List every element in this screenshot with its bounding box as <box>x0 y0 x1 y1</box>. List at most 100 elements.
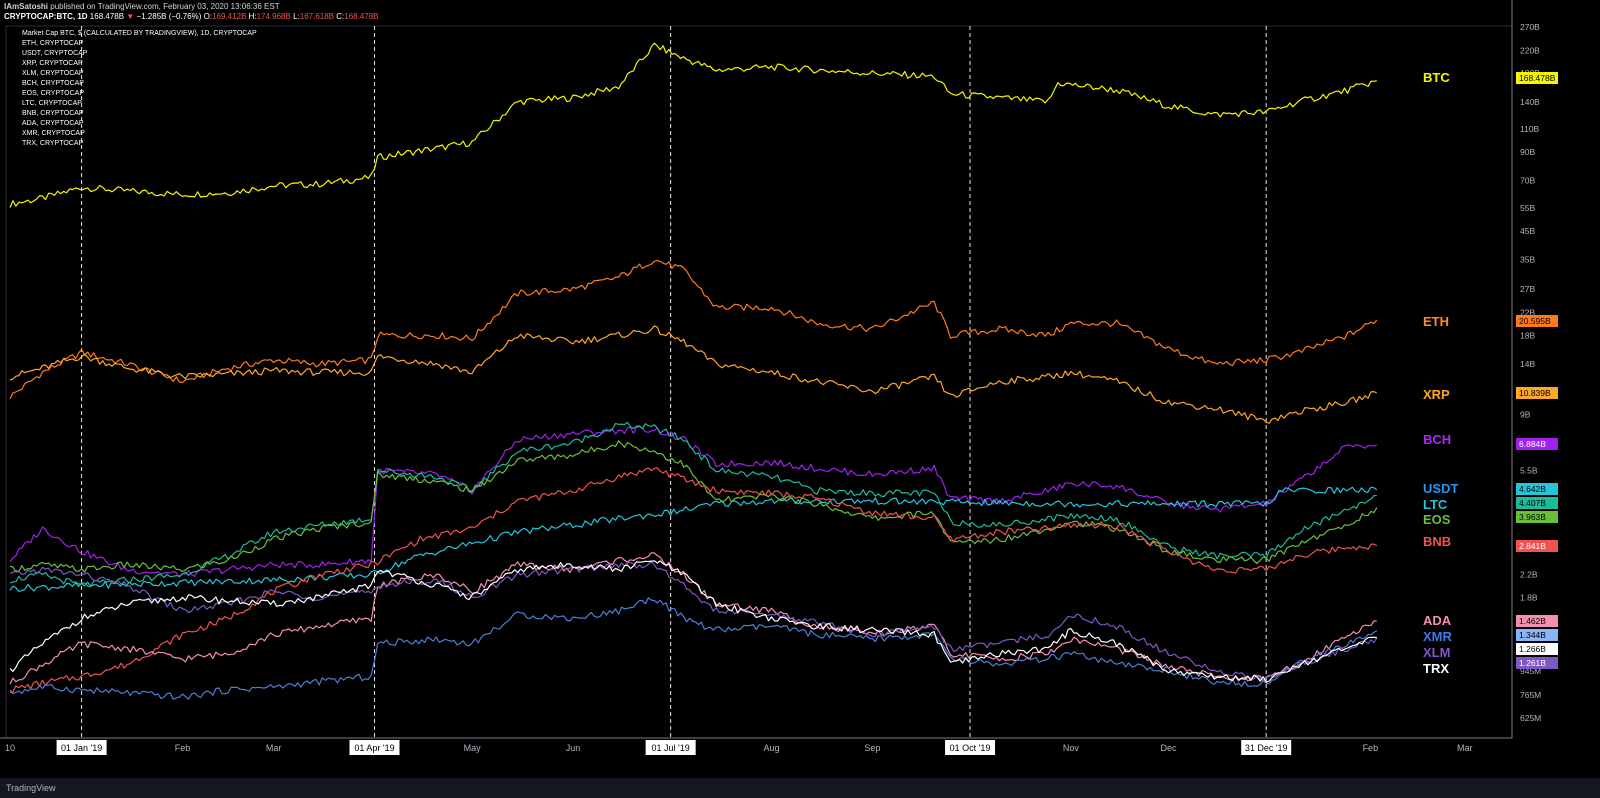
x-tick-highlight <box>945 740 996 755</box>
series-line-ada <box>9 552 1377 685</box>
x-tick-label: Feb <box>1363 743 1379 753</box>
series-label-eos: EOS <box>1423 512 1451 527</box>
close-label: C: <box>336 12 345 21</box>
x-tick-label: 10 <box>5 743 15 753</box>
open-value: 169.412B <box>212 12 247 21</box>
price-badge-btc <box>1516 72 1558 84</box>
price-badge-text: 6.884B <box>1519 439 1546 449</box>
series-line-usdt <box>9 486 1378 592</box>
y-tick-label: 18B <box>1520 330 1535 340</box>
y-tick-label: 945M <box>1520 666 1541 676</box>
series-label-ltc: LTC <box>1423 497 1448 512</box>
y-tick-label: 1.8B <box>1520 593 1538 603</box>
tradingview-logo: TradingView <box>6 783 56 793</box>
series-line-bnb <box>9 467 1378 694</box>
symbol-quote-line: CRYPTOCAP:BTC, 1D 168.478B ▼ −1.285B (−0… <box>4 12 379 22</box>
legend-item: BNB, CRYPTOCAP <box>22 110 84 117</box>
y-tick-label: 14B <box>1520 359 1535 369</box>
y-tick-label: 22B <box>1520 308 1535 318</box>
y-tick-label: 35B <box>1520 255 1535 265</box>
series-label-xrp: XRP <box>1423 387 1450 402</box>
x-tick-label: Feb <box>175 743 191 753</box>
y-tick-label: 270B <box>1520 22 1540 32</box>
series-label-usdt: USDT <box>1423 481 1458 496</box>
x-tick-label: May <box>464 743 482 753</box>
series-label-bnb: BNB <box>1423 534 1451 549</box>
legend-item: Market Cap BTC, $ (CALCULATED BY TRADING… <box>22 30 257 37</box>
x-tick-label: Mar <box>1457 743 1473 753</box>
x-tick-label: Aug <box>764 743 780 753</box>
x-tick-label: Mar <box>266 743 282 753</box>
legend-item: XRP, CRYPTOCAP <box>22 60 83 67</box>
x-tick-highlight <box>1241 740 1292 755</box>
price-badge-text: 1.261B <box>1519 658 1546 668</box>
series-layer <box>9 42 1378 700</box>
series-legend: Market Cap BTC, $ (CALCULATED BY TRADING… <box>22 29 257 149</box>
symbol-label: CRYPTOCAP:BTC, 1D <box>4 12 88 21</box>
series-line-xmr <box>9 597 1378 700</box>
high-value: 174.968B <box>256 12 291 21</box>
price-badge-xmr <box>1516 629 1558 641</box>
publisher-name: IAmSatoshi <box>4 2 49 11</box>
series-label-xmr: XMR <box>1423 629 1453 644</box>
y-tick-label: 765M <box>1520 690 1541 700</box>
series-label-xlm: XLM <box>1423 645 1450 660</box>
y-tick-label: 90B <box>1520 147 1535 157</box>
price-badge-text: 20.595B <box>1519 316 1551 326</box>
high-label: H: <box>248 12 257 21</box>
y-tick-label: 55B <box>1520 203 1535 213</box>
price-badge-eth <box>1516 315 1558 327</box>
x-tick-highlight <box>56 740 107 755</box>
price-badge-bch <box>1516 438 1558 450</box>
series-label-bch: BCH <box>1423 432 1451 447</box>
price-badge-trx <box>1516 643 1558 655</box>
x-tick-highlight <box>349 740 400 755</box>
price-badge-text: 10.839B <box>1519 388 1551 398</box>
price-badge-xrp <box>1516 387 1558 399</box>
y-tick-label: 2.2B <box>1520 570 1538 580</box>
y-tick-label: 220B <box>1520 45 1540 55</box>
series-label-btc: BTC <box>1423 70 1450 85</box>
series-line-btc <box>9 42 1377 208</box>
y-tick-label: 45B <box>1520 226 1535 236</box>
x-tick-label: Sep <box>864 743 880 753</box>
price-badge-text: 4.407B <box>1519 498 1546 508</box>
x-tick-label: 01 Jul '19 <box>652 743 690 753</box>
series-line-eth <box>9 259 1378 400</box>
series-line-eos <box>9 440 1378 573</box>
x-tick-label: Jun <box>566 743 581 753</box>
x-axis-ticks-layer: 10 01 Jan '19 Feb Mar 01 Apr '19 May Jun 01 Jul… <box>5 740 1472 755</box>
x-tick-label: Nov <box>1063 743 1080 753</box>
price-badge-text: 3.963B <box>1519 512 1546 522</box>
publish-header: IAmSatoshi published on TradingView.com,… <box>4 2 280 12</box>
x-tick-highlight <box>645 740 696 755</box>
series-line-ltc <box>9 421 1377 588</box>
axes-layer: 270B220B180B140B110B90B70B55B45B35B27B22… <box>0 0 1541 739</box>
chart-canvas[interactable]: 270B220B180B140B110B90B70B55B45B35B27B22… <box>0 0 1600 778</box>
price-change: −1.285B (−0.76%) <box>136 12 202 21</box>
price-badge-text: 168.478B <box>1519 73 1556 83</box>
price-badge-usdt <box>1516 483 1558 495</box>
x-tick-label: 01 Jan '19 <box>61 743 102 753</box>
y-tick-label: 5.5B <box>1520 465 1538 475</box>
price-badge-text: 1.344B <box>1519 630 1546 640</box>
y-tick-label: 9B <box>1520 409 1531 419</box>
price-badge-text: 1.462B <box>1519 616 1546 626</box>
low-label: L: <box>293 12 300 21</box>
y-tick-label: 70B <box>1520 176 1535 186</box>
price-badge-text: 2.841B <box>1519 541 1546 551</box>
y-tick-label: 27B <box>1520 284 1535 294</box>
price-badges-layer: 168.478B 20.595B 10.839B 6.884B 4.642B 4.407B… <box>1516 72 1558 669</box>
y-tick-label: 140B <box>1520 97 1540 107</box>
footer-bar: TradingView <box>0 778 1600 798</box>
price-badge-text: 4.642B <box>1519 484 1546 494</box>
x-tick-label: 01 Apr '19 <box>354 743 394 753</box>
series-label-trx: TRX <box>1423 661 1449 676</box>
last-price: 168.478B <box>89 12 125 21</box>
y-tick-label: 110B <box>1520 124 1540 134</box>
x-tick-label: 01 Oct '19 <box>950 743 991 753</box>
legend-item: ETH, CRYPTOCAP <box>22 40 84 47</box>
legend-item: USDT, CRYPTOCAP <box>22 50 88 57</box>
x-tick-label: Dec <box>1161 743 1178 753</box>
